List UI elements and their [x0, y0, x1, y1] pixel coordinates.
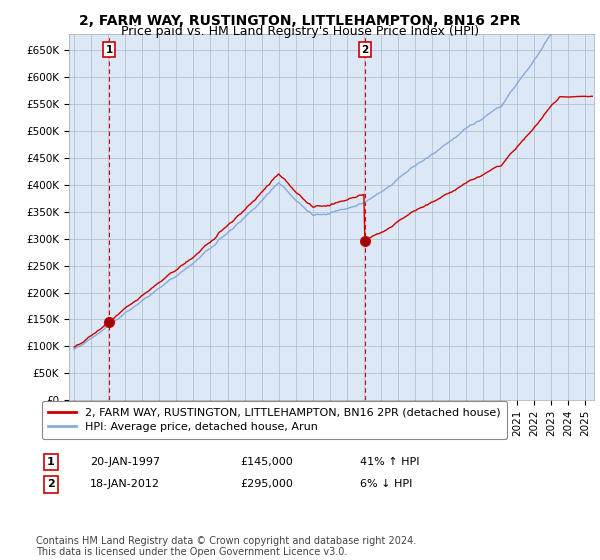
- Text: Contains HM Land Registry data © Crown copyright and database right 2024.
This d: Contains HM Land Registry data © Crown c…: [36, 535, 416, 557]
- Text: 6% ↓ HPI: 6% ↓ HPI: [360, 479, 412, 489]
- Text: 2: 2: [361, 45, 368, 55]
- Text: 18-JAN-2012: 18-JAN-2012: [90, 479, 160, 489]
- Legend: 2, FARM WAY, RUSTINGTON, LITTLEHAMPTON, BN16 2PR (detached house), HPI: Average : 2, FARM WAY, RUSTINGTON, LITTLEHAMPTON, …: [41, 401, 507, 439]
- Text: £145,000: £145,000: [240, 457, 293, 467]
- Text: Price paid vs. HM Land Registry's House Price Index (HPI): Price paid vs. HM Land Registry's House …: [121, 25, 479, 38]
- Text: 20-JAN-1997: 20-JAN-1997: [90, 457, 160, 467]
- Text: £295,000: £295,000: [240, 479, 293, 489]
- Text: 1: 1: [47, 457, 55, 467]
- Text: 1: 1: [106, 45, 113, 55]
- Text: 2, FARM WAY, RUSTINGTON, LITTLEHAMPTON, BN16 2PR: 2, FARM WAY, RUSTINGTON, LITTLEHAMPTON, …: [79, 14, 521, 28]
- Text: 41% ↑ HPI: 41% ↑ HPI: [360, 457, 419, 467]
- Text: 2: 2: [47, 479, 55, 489]
